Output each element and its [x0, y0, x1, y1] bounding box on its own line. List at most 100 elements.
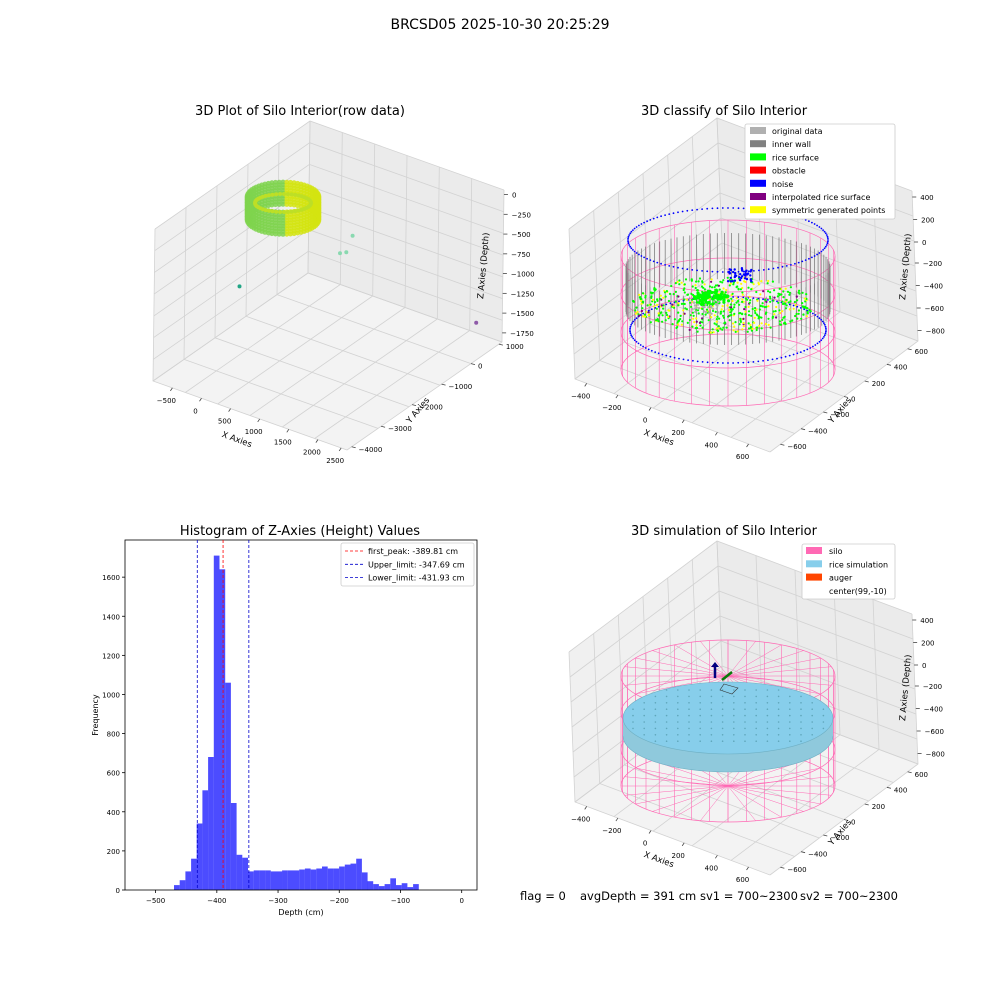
rice-simulation-point [677, 702, 679, 704]
noise-point [749, 274, 752, 277]
noise-point [823, 230, 826, 233]
rice-simulation-point [777, 708, 780, 710]
y-tick-label: 400 [894, 786, 907, 794]
rice-simulation-point [721, 714, 724, 717]
rice-surface-point [714, 284, 718, 287]
raw-point [284, 231, 290, 237]
rice-simulation-point [721, 702, 724, 704]
rice-simulation-point [777, 740, 780, 742]
raw-point [282, 210, 286, 214]
silo-spoke [700, 641, 729, 677]
noise-point [706, 361, 709, 364]
noise-point [637, 342, 640, 345]
y-tick-label: −1000 [449, 383, 473, 391]
noise-point [643, 221, 645, 224]
rice-surface-point [682, 309, 685, 312]
noise-point [629, 245, 632, 248]
rice-simulation-point [632, 708, 634, 710]
outlier-point [474, 320, 479, 325]
noise-point [750, 280, 753, 283]
rice-surface-point [683, 298, 686, 301]
rice-simulation-point [677, 721, 679, 723]
legend-frame [801, 543, 896, 600]
rice-surface-point [690, 278, 693, 281]
noise-point [729, 268, 733, 272]
outlier-point [237, 284, 242, 289]
hist-bar [304, 868, 311, 890]
rice-surface-point [705, 308, 709, 311]
rice-surface-point [750, 314, 753, 317]
rice-simulation-point [665, 689, 668, 691]
noise-point [788, 354, 791, 357]
y-tick-label: 1000 [506, 343, 524, 351]
rice-surface-point [773, 289, 776, 292]
silo-spoke [674, 785, 729, 818]
y-tick-label: −4000 [359, 446, 383, 454]
rice-surface-point [671, 303, 674, 306]
noise-point [742, 361, 745, 364]
rice-surface-point [772, 310, 775, 313]
rice-surface-point [689, 301, 692, 304]
rice-surface-point [778, 320, 782, 323]
rice-surface-point [641, 292, 645, 295]
z-tick-label: −600 [925, 305, 944, 313]
legend-swatch [750, 179, 766, 187]
noise-point [812, 345, 814, 348]
rice-simulation-point [755, 727, 757, 730]
rice-surface-point [727, 299, 731, 303]
hist-bar [213, 555, 220, 890]
rice-surface-point [791, 319, 794, 322]
rice-surface-point [777, 301, 780, 304]
rice-surface-point [656, 298, 659, 301]
legend-frame [744, 123, 896, 220]
noise-point [767, 299, 769, 301]
auger-arrowhead [711, 662, 719, 667]
noise-point [813, 223, 816, 225]
raw-point [267, 193, 271, 198]
noise-point [631, 322, 633, 324]
rice-simulation-point [755, 695, 757, 698]
rice-surface-point [686, 321, 689, 324]
rice-surface-point [710, 316, 713, 319]
rice-simulation-point [744, 721, 746, 723]
noise-point [809, 347, 812, 349]
x-tick-mark [746, 866, 749, 871]
rice-surface-point [797, 291, 800, 294]
rice-surface-point [693, 295, 697, 299]
hist-y-tick-label: 1000 [102, 691, 120, 699]
noise-point [701, 361, 704, 363]
rice-simulation-point [688, 727, 690, 730]
noise-point [820, 227, 823, 230]
noise-point [823, 336, 825, 338]
rice-surface-point [746, 330, 749, 333]
noise-point [647, 348, 650, 351]
rice-surface-point [678, 279, 681, 282]
original-data-point [704, 311, 708, 314]
rice-surface-point [747, 286, 750, 289]
rice-surface-point [699, 302, 704, 306]
noise-point [629, 330, 631, 333]
rice-surface-point [697, 312, 700, 315]
silo-spoke [652, 785, 729, 812]
rice-simulation-point [654, 702, 657, 704]
rice-surface-point [664, 319, 667, 322]
hist-bar [396, 885, 402, 890]
noise-point [823, 334, 826, 337]
plot4-legend [801, 543, 896, 600]
noise-point [825, 330, 827, 333]
rice-surface-point [655, 303, 659, 307]
rice-surface-point [767, 317, 770, 320]
noise-point [635, 226, 638, 228]
rice-surface-point [683, 291, 686, 294]
rice-simulation-point [710, 721, 713, 723]
hist-bar [333, 868, 340, 890]
rice-surface-point [755, 328, 758, 332]
rice-surface-point [741, 313, 744, 316]
rice-simulation-point [800, 695, 802, 698]
noise-point [635, 252, 638, 254]
rice-simulation-point [710, 727, 713, 730]
raw-point [280, 232, 286, 237]
z-tick-label: −1500 [510, 310, 534, 318]
rice-surface-point [650, 295, 653, 298]
rice-surface-point [649, 303, 652, 306]
